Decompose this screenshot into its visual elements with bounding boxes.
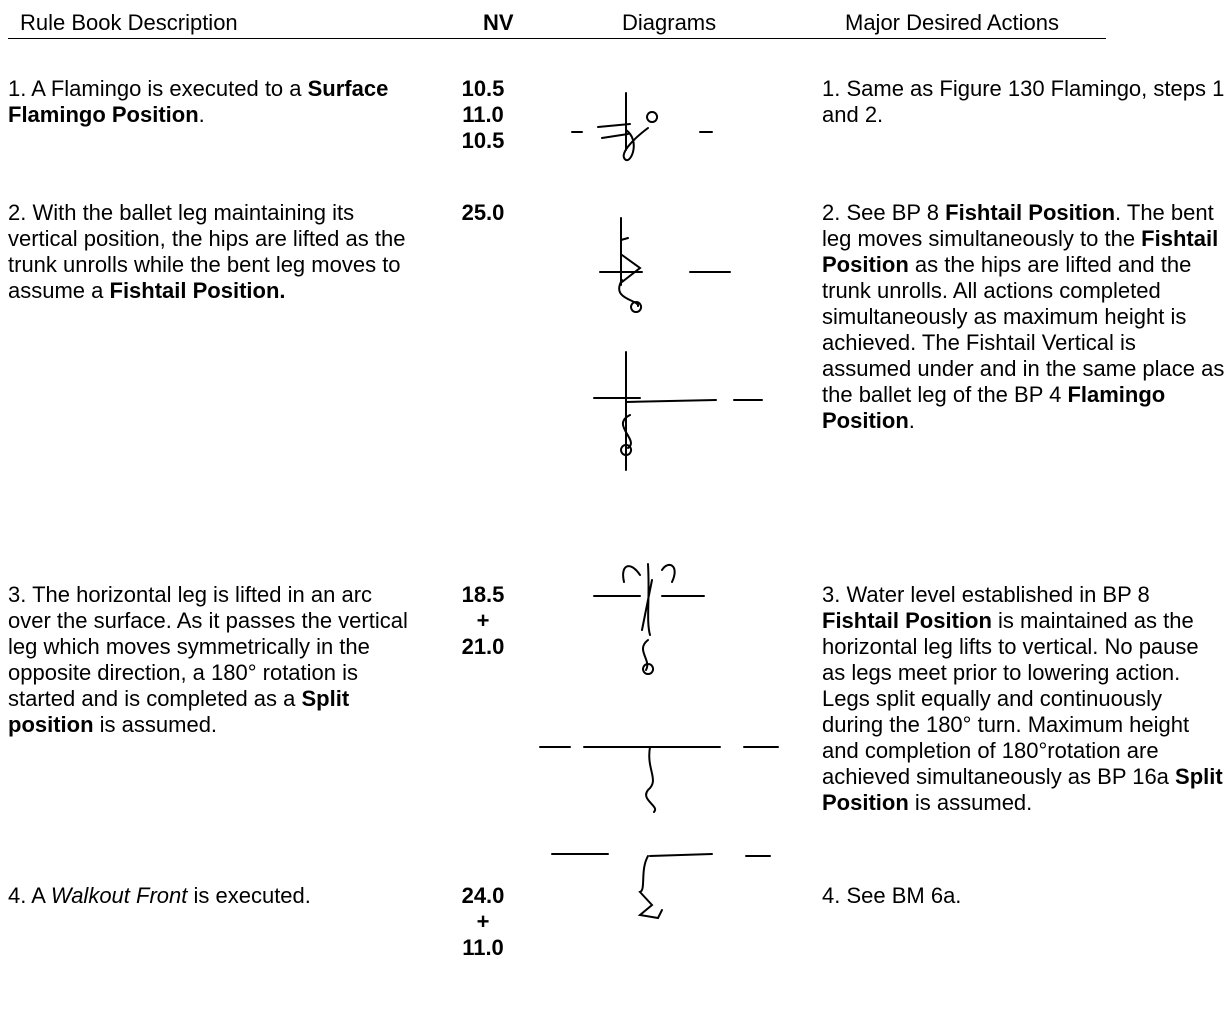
header-diagrams: Diagrams — [622, 10, 717, 35]
nv-value: 11.0 — [462, 102, 504, 127]
description: 1. A Flamingo is executed to a Surface F… — [8, 76, 408, 128]
text-run: as the hips are lifted and the trunk unr… — [822, 252, 1225, 407]
nv-values: 24.0 +11.0 — [440, 883, 526, 961]
text-run: Fishtail Position. — [109, 278, 286, 303]
header-nv: NV — [483, 10, 514, 35]
text-run: 3. Water level established in BP 8 — [822, 582, 1150, 607]
nv-values: 18.5 +21.0 — [440, 582, 526, 660]
text-run: is assumed. — [908, 790, 1033, 815]
text-run: . The bent leg moves simultaneously to t… — [822, 200, 1214, 251]
text-run: 1. Same as Figure 130 Flamingo, steps 1 … — [822, 76, 1225, 127]
description: 3. The horizontal leg is lifted in an ar… — [8, 582, 408, 738]
header-actions: Major Desired Actions — [845, 10, 1059, 35]
actions: 1. Same as Figure 130 Flamingo, steps 1 … — [822, 76, 1227, 128]
text-run: Surface Flamingo Position — [8, 76, 389, 127]
text-run: . — [198, 102, 205, 127]
header-rule — [8, 38, 1106, 39]
text-run: 4. See BM 6a. — [822, 883, 962, 908]
nv-values: 10.5 11.0 10.5 — [440, 76, 526, 154]
text-run: . — [908, 408, 915, 433]
text-run: Fishtail Position — [822, 226, 1219, 277]
header-description: Rule Book Description — [20, 10, 238, 35]
text-run: Fishtail Position — [945, 200, 1116, 225]
nv-values: 25.0 — [440, 200, 526, 226]
actions: 4. See BM 6a. — [822, 883, 1227, 909]
nv-value: 24.0 — [461, 883, 505, 908]
text-run: 1. A Flamingo is executed to a — [8, 76, 308, 101]
text-run: 2. With the ballet leg maintaining its v… — [8, 200, 406, 303]
text-run: 3. The horizontal leg is lifted in an ar… — [8, 582, 408, 711]
text-run: Walkout Front — [50, 883, 188, 908]
nv-value: 10.5 — [461, 76, 505, 101]
nv-value: 10.5 — [461, 128, 505, 153]
nv-value: 21.0 — [461, 634, 505, 659]
description: 4. A Walkout Front is executed. — [8, 883, 408, 909]
text-run: 2. See BP 8 — [822, 200, 946, 225]
nv-value: 11.0 — [462, 935, 504, 960]
actions: 3. Water level established in BP 8 Fisht… — [822, 582, 1227, 816]
text-run: 4. A — [8, 883, 51, 908]
text-run: is maintained as the horizontal leg lift… — [822, 608, 1199, 789]
text-run: Split position — [8, 686, 350, 737]
text-run: is executed. — [187, 883, 311, 908]
text-run: Split Position — [822, 764, 1223, 815]
nv-value: + — [476, 608, 490, 633]
text-run: Flamingo Position — [822, 382, 1166, 433]
nv-value: 25.0 — [461, 200, 505, 225]
text-run: is assumed. — [93, 712, 218, 737]
text-run: Fishtail Position — [822, 608, 992, 633]
nv-value: 18.5 — [461, 582, 505, 607]
diagrams — [539, 92, 779, 920]
actions: 2. See BP 8 Fishtail Position. The bent … — [822, 200, 1227, 434]
description: 2. With the ballet leg maintaining its v… — [8, 200, 408, 304]
nv-value: + — [476, 909, 490, 934]
